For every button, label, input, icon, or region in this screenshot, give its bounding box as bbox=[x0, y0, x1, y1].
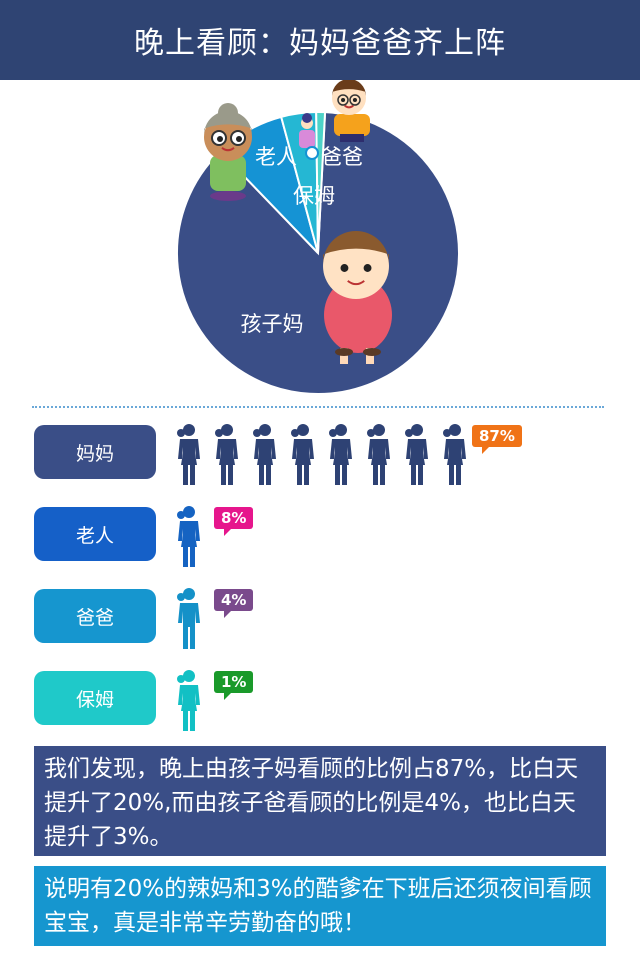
finding-text: 我们发现，晚上由孩子妈看顾的比例占87%，比白天提升了20%,而由孩子爸看顾的比… bbox=[44, 756, 579, 850]
category-label: 保姆 bbox=[34, 671, 156, 725]
percent-badge: 1% bbox=[214, 671, 254, 700]
person-icon bbox=[177, 670, 200, 731]
percent-badge: 8% bbox=[214, 507, 254, 536]
person-icon bbox=[367, 424, 390, 485]
person-icon bbox=[177, 424, 200, 485]
person-icon bbox=[177, 588, 200, 649]
nanny-character-icon bbox=[299, 113, 319, 160]
percent-badge: 87% bbox=[472, 425, 522, 454]
person-icon bbox=[291, 424, 314, 485]
person-icon bbox=[443, 424, 466, 485]
page-title: 晚上看顾：妈妈爸爸齐上阵 bbox=[134, 26, 506, 61]
figure-row-3: 保姆 1% bbox=[0, 670, 640, 731]
figure-row-2: 爸爸 4% bbox=[0, 588, 640, 649]
category-label: 爸爸 bbox=[34, 589, 156, 643]
pie-label-3: 保姆 bbox=[293, 184, 335, 208]
figure-row-1: 老人 8% bbox=[0, 506, 640, 567]
conclusion-text: 说明有20%的辣妈和3%的酷爹在下班后还须夜间看顾宝宝，真是非常辛劳勤奋的哦！ bbox=[44, 876, 592, 936]
page-header: 晚上看顾：妈妈爸爸齐上阵 bbox=[0, 0, 640, 80]
person-icon bbox=[253, 424, 276, 485]
pie-label-2: 爸爸 bbox=[321, 145, 363, 169]
divider bbox=[32, 406, 604, 408]
person-icon bbox=[329, 424, 352, 485]
figure-row-0: 妈妈 87% bbox=[0, 424, 640, 485]
person-icon bbox=[215, 424, 238, 485]
pie-slice-3 bbox=[315, 111, 327, 254]
finding-note: 我们发现，晚上由孩子妈看顾的比例占87%，比白天提升了20%,而由孩子爸看顾的比… bbox=[34, 746, 606, 856]
pie-label-0: 孩子妈 bbox=[241, 312, 304, 336]
category-label: 妈妈 bbox=[34, 425, 156, 479]
category-label: 老人 bbox=[34, 507, 156, 561]
grandma-character-icon bbox=[204, 103, 252, 201]
mom-character-icon bbox=[323, 231, 392, 364]
person-icon bbox=[177, 506, 200, 567]
dad-character-icon bbox=[332, 80, 370, 142]
conclusion-note: 说明有20%的辣妈和3%的酷爹在下班后还须夜间看顾宝宝，真是非常辛劳勤奋的哦！ bbox=[34, 866, 606, 946]
percent-badge: 4% bbox=[214, 589, 254, 618]
person-icon bbox=[405, 424, 428, 485]
pie-label-1: 老人 bbox=[255, 145, 297, 169]
